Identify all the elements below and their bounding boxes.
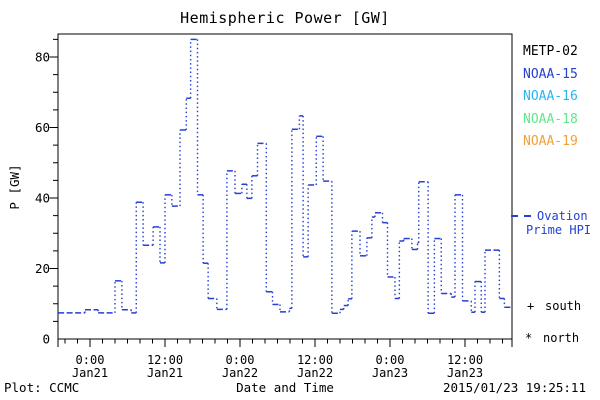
north-marker-note: * north	[525, 331, 579, 345]
plot-credit: Plot: CCMC	[4, 380, 80, 395]
y-axis: 0 20 40 60 80	[35, 38, 58, 347]
svg-text:0: 0	[42, 332, 50, 347]
legend-item-metp-02: METP-02	[523, 44, 578, 59]
ovation-label-2: Prime HPI	[526, 223, 592, 237]
chart-title: Hemispheric Power [GW]	[180, 9, 390, 27]
svg-text:Jan21: Jan21	[147, 366, 183, 380]
south-label: south	[545, 299, 582, 313]
svg-text:Jan22: Jan22	[222, 366, 258, 380]
legend-item-noaa-15: NOAA-15	[523, 66, 578, 82]
south-marker-note: + south	[527, 299, 581, 313]
svg-text:80: 80	[35, 50, 50, 65]
ovation-label-1: Ovation	[537, 209, 588, 223]
north-label: north	[543, 331, 580, 345]
x-axis-title: Date and Time	[236, 380, 334, 395]
svg-text:12:00: 12:00	[447, 353, 483, 367]
ovation-legend: Ovation Prime HPI	[511, 209, 591, 237]
ovation-line1: Ovation	[511, 209, 591, 223]
plot-timestamp: 2015/01/23 19:25:11	[443, 380, 586, 395]
svg-text:12:00: 12:00	[147, 353, 183, 367]
svg-text:40: 40	[35, 191, 50, 206]
plot-box	[57, 33, 513, 347]
svg-text:12:00: 12:00	[297, 353, 333, 367]
svg-text:0:00: 0:00	[76, 353, 105, 367]
legend-item-noaa-19: NOAA-19	[523, 134, 578, 150]
svg-text:Jan23: Jan23	[447, 366, 483, 380]
x-axis: 0:00Jan2112:00Jan210:00Jan2212:00Jan220:…	[64, 339, 503, 380]
svg-text:0:00: 0:00	[376, 353, 405, 367]
asterisk-marker-icon: *	[525, 331, 533, 345]
svg-text:60: 60	[35, 120, 50, 135]
plus-marker-icon: +	[527, 299, 535, 313]
y-axis-title: P [GW]	[7, 164, 22, 210]
svg-text:0:00: 0:00	[226, 353, 255, 367]
legend-item-noaa-18: NOAA-18	[523, 111, 578, 127]
ovation-line-sample-icon	[511, 215, 518, 217]
svg-text:20: 20	[35, 261, 50, 276]
legend: METP-02 NOAA-15 NOAA-16 NOAA-18 NOAA-19	[523, 44, 578, 157]
ovation-line-sample-icon	[524, 215, 531, 217]
legend-item-noaa-16: NOAA-16	[523, 89, 578, 105]
svg-text:Jan22: Jan22	[297, 366, 333, 380]
svg-text:Jan23: Jan23	[372, 366, 408, 380]
svg-text:Jan21: Jan21	[72, 366, 108, 380]
hpi-step-curve	[58, 38, 512, 315]
